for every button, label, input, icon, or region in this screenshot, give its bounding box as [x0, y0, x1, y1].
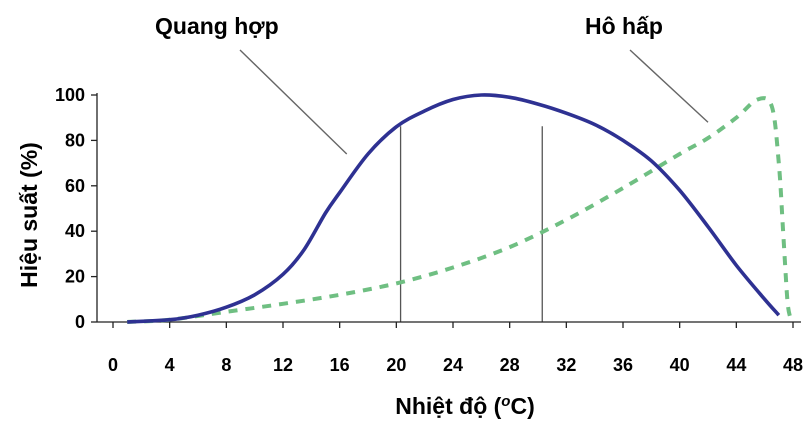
- y-axis-title: Hiệu suất (%): [16, 142, 42, 288]
- x-tick-label-4: 4: [165, 355, 175, 375]
- series-label-respiration: Hô hấp: [585, 13, 663, 39]
- series-label-photosynthesis: Quang hợp: [155, 13, 279, 39]
- annotation-leader-1: [629, 49, 709, 123]
- x-tick-label-36: 36: [613, 355, 633, 375]
- x-tick-label-48: 48: [783, 355, 803, 375]
- x-tick-label-0: 0: [108, 355, 118, 375]
- x-axis-title-super: o: [501, 393, 510, 410]
- x-tick-label-28: 28: [500, 355, 520, 375]
- x-axis-title-main: Nhiệt độ (: [395, 393, 501, 419]
- x-tick-label-12: 12: [273, 355, 293, 375]
- x-axis-title-unit: C): [510, 393, 534, 419]
- reference-lines: [399, 126, 543, 322]
- y-tick-label-100: 100: [55, 85, 85, 105]
- x-axis-title: Nhiệt độ (oC): [395, 393, 535, 420]
- x-tick-label-24: 24: [443, 355, 463, 375]
- y-tick-label-60: 60: [65, 176, 85, 196]
- x-tick-label-40: 40: [670, 355, 690, 375]
- y-tick-label-40: 40: [65, 221, 85, 241]
- x-tick-label-32: 32: [556, 355, 576, 375]
- annotation-leader-0: [239, 49, 348, 155]
- series-group: [127, 93, 793, 324]
- x-tick-label-44: 44: [726, 355, 746, 375]
- series-line-respiration: [127, 96, 793, 324]
- y-tick-label-80: 80: [65, 130, 85, 150]
- annotations: [239, 49, 709, 155]
- x-tick-label-8: 8: [221, 355, 231, 375]
- x-tick-label-20: 20: [386, 355, 406, 375]
- x-tick-label-16: 16: [330, 355, 350, 375]
- y-tick-label-0: 0: [75, 312, 85, 332]
- series-line-photosynthesis: [127, 93, 781, 324]
- y-tick-label-20: 20: [65, 267, 85, 287]
